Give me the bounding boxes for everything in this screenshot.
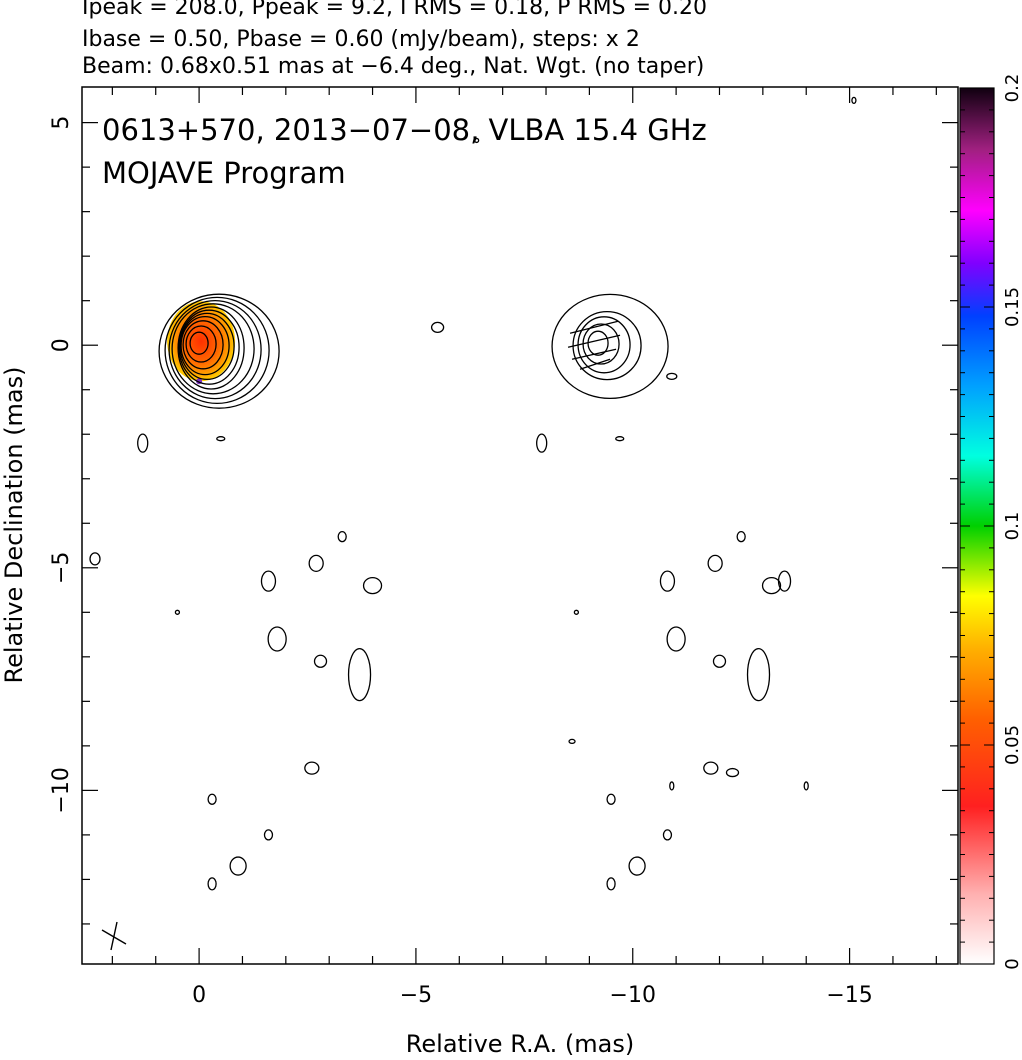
noise-contour (304, 761, 320, 775)
noise-contour (761, 576, 782, 595)
x-tick-label: −15 (826, 983, 872, 1008)
noise-contour (725, 767, 740, 778)
noise-contour (229, 856, 247, 876)
polarization-vector (569, 320, 619, 334)
noise-contour (666, 372, 678, 381)
y-tick-labels: 5 0 −5 −10 (49, 116, 74, 814)
noise-contour (573, 609, 580, 615)
contour-ring (180, 315, 230, 376)
contours (89, 96, 857, 891)
contour-ring (178, 309, 240, 385)
noise-contour (666, 626, 686, 652)
noise-contour (260, 570, 277, 592)
colorbar-ticks: 0 0.05 0.1 0.15 0.2 (960, 74, 1022, 970)
x-tick-labels: 0 −5 −10 −15 (192, 983, 873, 1008)
beam-marker (101, 921, 127, 951)
colorbar-tick-label: 0.2 (1002, 74, 1022, 103)
panel-total-intensity (137, 293, 383, 891)
noise-contour (669, 781, 675, 791)
panel-polarization (536, 293, 782, 891)
colorbar-tick-label: 0.15 (1002, 287, 1022, 327)
contour-ring (185, 325, 217, 363)
contour-ring (182, 320, 224, 370)
colorbar-tick-label: 0.1 (1002, 512, 1022, 541)
noise-contour (347, 647, 372, 702)
y-tick-label: −5 (49, 552, 74, 584)
noise-contour (536, 433, 548, 453)
noise-contour (803, 781, 809, 791)
chart-subtitle: MOJAVE Program (102, 156, 346, 190)
noise-contour (174, 609, 181, 615)
contour-ring (168, 299, 262, 400)
noise-contour (337, 530, 347, 543)
contour-ring (179, 312, 235, 381)
colorbar-tick-label: 0.05 (1002, 725, 1022, 765)
plot-frame (81, 86, 959, 965)
colorbar-tick-label: 0 (1002, 958, 1022, 969)
noise-contour (267, 626, 287, 652)
contour-ring (164, 296, 270, 405)
noise-contour (137, 433, 149, 453)
header-line-2: Ibase = 0.50, Pbase = 0.60 (mJy/beam), s… (82, 27, 640, 52)
x-tick-label: −10 (610, 983, 656, 1008)
noise-contour (606, 793, 616, 805)
noise-contour (308, 554, 324, 572)
x-axis-label: Relative R.A. (mas) (406, 1030, 634, 1058)
noise-contour (606, 877, 616, 891)
noise-contour (746, 647, 771, 702)
y-tick-label: 5 (49, 116, 74, 130)
header-line-1: Ipeak = 208.0, Ppeak = 9.2, I RMS = 0.18… (82, 0, 707, 20)
noise-contour (777, 570, 792, 592)
plot-area (89, 96, 857, 891)
noise-contour (313, 654, 328, 668)
contour-ring (158, 293, 280, 409)
noise-contour (473, 137, 480, 144)
noise-contour (263, 829, 274, 841)
y-tick-label: −10 (49, 767, 74, 813)
noise-contour (736, 530, 746, 543)
y-axis-label: Relative Declination (mas) (0, 366, 28, 683)
polarization-vector (579, 358, 611, 370)
noise-contour (703, 761, 719, 775)
noise-contour (707, 554, 723, 572)
contour-ring (189, 331, 209, 355)
noise-contour (89, 552, 101, 566)
contour-ring (551, 293, 669, 400)
polarization-vector (571, 348, 617, 360)
noise-contour (851, 96, 857, 105)
chart-title: 0613+570, 2013−07−08, VLBA 15.4 GHz (102, 113, 707, 147)
axis-ticks (82, 87, 958, 964)
noise-contour (207, 877, 217, 891)
contour-ring (177, 306, 245, 390)
y-tick-label: 0 (49, 338, 74, 352)
noise-contour (568, 738, 576, 745)
noise-contour (362, 576, 383, 595)
noise-contour (430, 321, 445, 334)
noise-contour (662, 829, 673, 841)
header-line-3: Beam: 0.68x0.51 mas at −6.4 deg., Nat. W… (82, 54, 705, 79)
x-tick-label: 0 (192, 983, 206, 1008)
noise-contour (207, 793, 217, 805)
noise-contour (659, 570, 676, 592)
noise-contour (216, 436, 226, 442)
noise-contour (628, 856, 646, 876)
contour-ring (171, 303, 255, 395)
x-tick-label: −5 (400, 983, 432, 1008)
noise-contour (712, 654, 727, 668)
polarization-vector (567, 334, 621, 348)
noise-contour (615, 436, 625, 442)
